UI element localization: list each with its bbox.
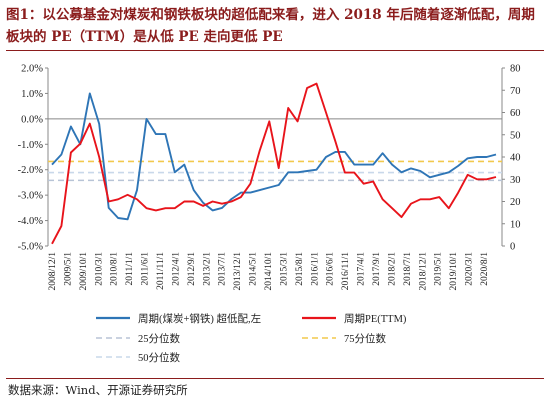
left-tick-label: 1.0%: [21, 89, 43, 100]
x-tick-label: 2011/11/1: [156, 252, 166, 290]
x-tick-label: 2013/7/1: [218, 252, 228, 286]
right-tick-label: 30: [510, 175, 521, 186]
x-tick-label: 2018/7/1: [403, 252, 413, 286]
x-tick-label: 2016/11/1: [341, 252, 351, 290]
x-tick-label: 2012/4/1: [171, 252, 181, 286]
x-tick-label: 2013/12/1: [233, 252, 243, 291]
x-tick-label: 2020/8/1: [480, 252, 490, 286]
x-tick-label: 2012/9/1: [187, 252, 197, 286]
figure-title: 图1：以公募基金对煤炭和钢铁板块的超低配来看，进入 2018 年后随着逐渐低配，…: [6, 7, 535, 45]
right-tick-label: 50: [510, 130, 521, 141]
legend-label: 周期PE(TTM): [344, 313, 407, 325]
right-tick-label: 60: [510, 108, 521, 119]
left-tick-label: -1.0%: [18, 140, 44, 151]
x-tick-label: 2019/5/1: [434, 252, 444, 286]
x-tick-label: 2008/12/1: [48, 252, 58, 291]
legend-label: 75分位数: [344, 332, 386, 345]
title-rule: [6, 50, 544, 51]
right-tick-label: 40: [510, 153, 521, 164]
x-tick-label: 2018/12/1: [418, 252, 428, 291]
x-tick-label: 2018/2/1: [387, 252, 397, 286]
x-tick-label: 2014/5/1: [249, 252, 259, 286]
x-tick-label: 2011/6/1: [141, 252, 151, 286]
x-tick-label: 2016/1/1: [310, 252, 320, 286]
left-tick-label: -5.0%: [18, 242, 44, 253]
right-axis: 80 70 60 50 40 30 20 10 0: [502, 64, 521, 253]
right-tick-label: 0: [510, 242, 515, 253]
chart: 2.0% 1.0% 0.0% -1.0% -2.0% -3.0% -4.0% -5.0% 80…: [18, 64, 521, 365]
left-tick-label: -2.0%: [18, 165, 44, 176]
left-axis: 2.0% 1.0% 0.0% -1.0% -2.0% -3.0% -4.0% -5.0%: [18, 64, 48, 253]
x-tick-label: 2019/10/1: [449, 252, 459, 291]
x-tick-label: 2015/8/1: [295, 252, 305, 286]
x-tick-label: 2014/10/1: [264, 252, 274, 291]
x-tick-label: 2015/3/1: [279, 252, 289, 286]
x-tick-label: 2010/8/1: [110, 252, 120, 286]
left-tick-label: 0.0%: [21, 114, 43, 125]
x-tick-label: 2020/3/1: [465, 252, 475, 286]
x-tick-label: 2010/3/1: [94, 252, 104, 286]
x-tick-label: 2017/9/1: [372, 252, 382, 286]
legend-label: 周期(煤炭+钢铁) 超低配,左: [138, 312, 261, 325]
left-tick-label: -4.0%: [18, 216, 44, 227]
series-line-holdings: [51, 92, 497, 221]
legend-label: 50分位数: [138, 351, 180, 364]
source-note: 数据来源：Wind、开源证券研究所: [8, 383, 188, 397]
x-tick-label: 2011/1/1: [125, 252, 135, 286]
left-tick-label: 2.0%: [21, 64, 43, 75]
right-tick-label: 80: [510, 64, 521, 75]
plot-area: [47, 68, 503, 246]
legend: 周期(煤炭+钢铁) 超低配,左 周期PE(TTM) 25分位数 75分位数 50分位数: [96, 312, 407, 364]
x-tick-label: 2017/4/1: [357, 252, 367, 286]
legend-label: 25分位数: [138, 332, 180, 345]
x-tick-label: 2009/10/1: [79, 252, 89, 291]
right-tick-label: 70: [510, 86, 521, 97]
left-tick-label: -3.0%: [18, 191, 44, 202]
series-line-pe: [51, 82, 497, 245]
x-axis: 2008/12/1 2009/5/1 2009/10/1 2010/3/1 2010/8…: [48, 252, 490, 291]
x-tick-label: 2009/5/1: [63, 252, 73, 286]
x-tick-label: 2016/6/1: [326, 252, 336, 286]
right-tick-label: 10: [510, 219, 521, 230]
right-tick-label: 20: [510, 197, 521, 208]
source-rule: [6, 378, 544, 379]
x-tick-label: 2013/2/1: [202, 252, 212, 286]
